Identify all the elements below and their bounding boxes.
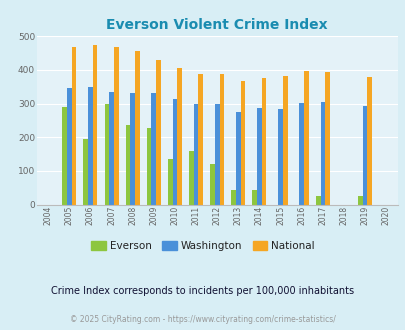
Title: Everson Violent Crime Index: Everson Violent Crime Index — [106, 18, 327, 32]
Bar — [71, 47, 76, 205]
Bar — [324, 72, 329, 205]
Bar — [261, 78, 266, 205]
Legend: Everson, Washington, National: Everson, Washington, National — [87, 237, 318, 255]
Bar — [357, 196, 362, 205]
Text: © 2025 CityRating.com - https://www.cityrating.com/crime-statistics/: © 2025 CityRating.com - https://www.city… — [70, 315, 335, 324]
Bar — [210, 164, 214, 205]
Bar — [214, 104, 219, 205]
Bar — [219, 74, 224, 205]
Bar — [362, 106, 367, 205]
Bar — [240, 82, 245, 205]
Bar — [231, 190, 235, 205]
Bar — [151, 93, 156, 205]
Bar — [315, 196, 320, 205]
Bar — [88, 87, 92, 205]
Bar — [235, 112, 240, 205]
Bar — [367, 77, 371, 205]
Bar — [113, 48, 118, 205]
Bar — [92, 46, 97, 205]
Bar — [298, 103, 303, 205]
Bar — [189, 151, 193, 205]
Bar — [193, 104, 198, 205]
Bar — [303, 71, 308, 205]
Bar — [135, 51, 139, 205]
Bar — [256, 108, 261, 205]
Bar — [277, 109, 282, 205]
Bar — [147, 127, 151, 205]
Text: Crime Index corresponds to incidents per 100,000 inhabitants: Crime Index corresponds to incidents per… — [51, 286, 354, 296]
Bar — [67, 88, 71, 205]
Bar — [83, 139, 88, 205]
Bar — [62, 107, 67, 205]
Bar — [130, 93, 135, 205]
Bar — [168, 159, 172, 205]
Bar — [126, 125, 130, 205]
Bar — [198, 74, 202, 205]
Bar — [282, 76, 287, 205]
Bar — [156, 59, 160, 205]
Bar — [320, 102, 324, 205]
Bar — [104, 104, 109, 205]
Bar — [177, 68, 181, 205]
Bar — [172, 99, 177, 205]
Bar — [109, 92, 113, 205]
Bar — [252, 190, 256, 205]
